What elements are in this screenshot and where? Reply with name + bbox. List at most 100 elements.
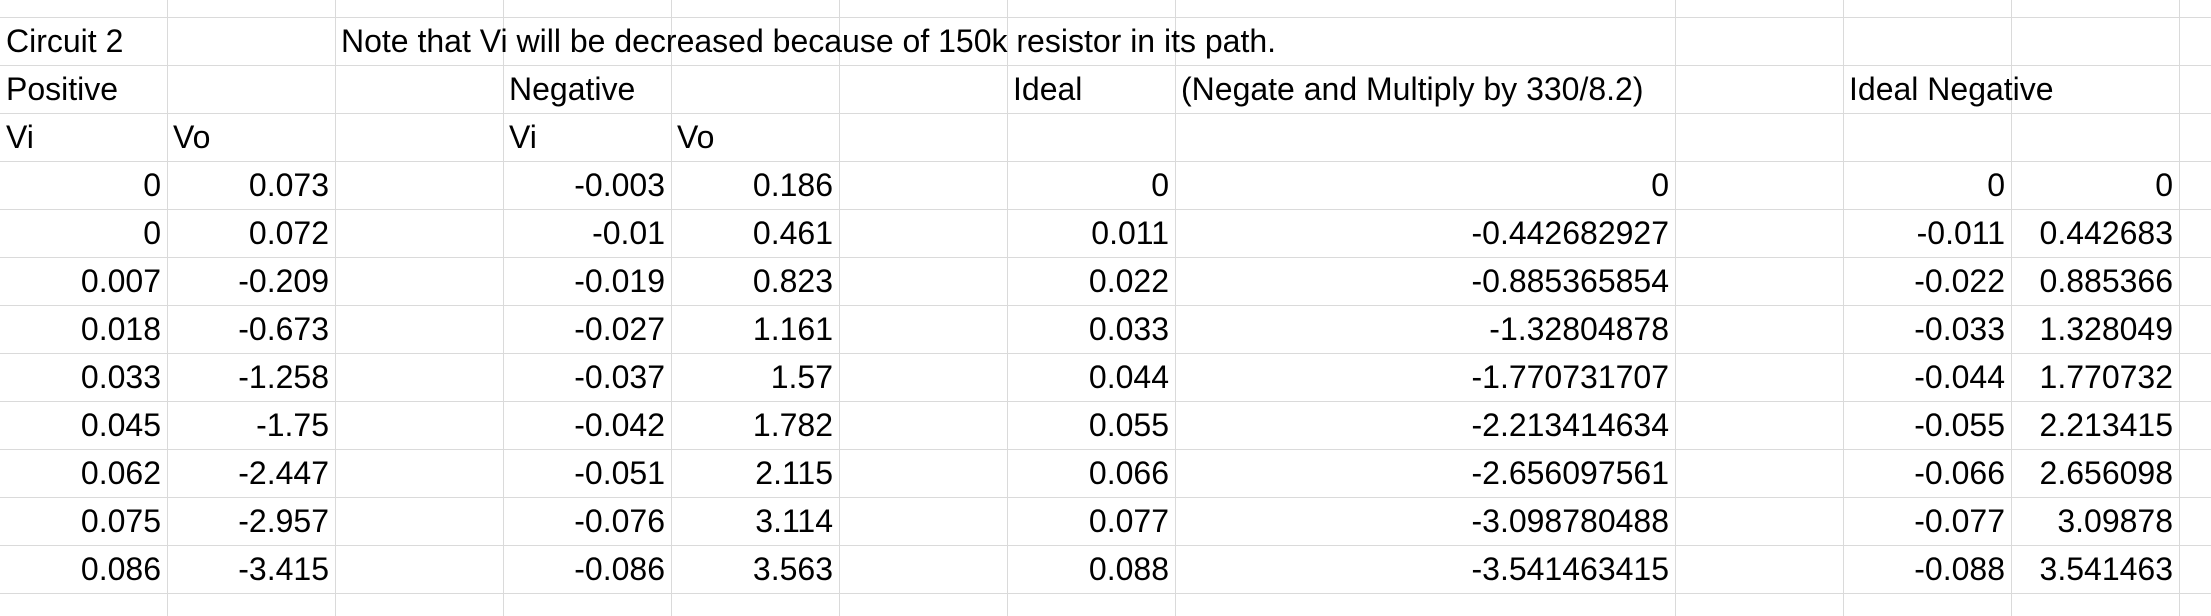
cell-neg-vi[interactable]: -0.042 <box>574 407 665 443</box>
cell-ideal-vi[interactable]: 0.022 <box>1088 263 1169 299</box>
cell-neg-vo[interactable]: 0.186 <box>752 167 833 203</box>
cell-idneg-vo[interactable]: 3.09878 <box>2057 503 2173 539</box>
cell-pos-vo[interactable]: -3.415 <box>238 551 329 587</box>
cell-neg-vi[interactable]: -0.076 <box>574 503 665 539</box>
cell-ideal-vi[interactable]: 0.055 <box>1088 407 1169 443</box>
cell-neg-vo[interactable]: 1.57 <box>770 359 833 395</box>
cell-pos-vo[interactable]: -0.209 <box>238 263 329 299</box>
cell-ideal-vo[interactable]: -0.442682927 <box>1471 215 1669 251</box>
cell-ideal-vi[interactable]: 0.077 <box>1088 503 1169 539</box>
cell-neg-vi[interactable]: -0.027 <box>574 311 665 347</box>
cell-pos-vo[interactable]: -2.957 <box>238 503 329 539</box>
cell-pos-vo[interactable]: 0.073 <box>248 167 329 203</box>
cell-idneg-vi[interactable]: -0.033 <box>1914 311 2005 347</box>
cell-pos-vo[interactable]: -2.447 <box>238 455 329 491</box>
grid-row-line <box>0 449 2211 450</box>
header-positive[interactable]: Positive <box>6 71 119 107</box>
header-pos-vi[interactable]: Vi <box>6 119 34 155</box>
cell-idneg-vi[interactable]: -0.055 <box>1914 407 2005 443</box>
cell-idneg-vo[interactable]: 0.442683 <box>2039 215 2173 251</box>
header-negative[interactable]: Negative <box>509 71 636 107</box>
cell-neg-vo[interactable]: 0.461 <box>752 215 833 251</box>
grid-row-line <box>0 353 2211 354</box>
cell-pos-vi[interactable]: 0 <box>143 167 161 203</box>
cell-ideal-vi[interactable]: 0.066 <box>1088 455 1169 491</box>
cell-pos-vi[interactable]: 0.062 <box>80 455 161 491</box>
cell-idneg-vi[interactable]: -0.022 <box>1914 263 2005 299</box>
cell-pos-vo[interactable]: 0.072 <box>248 215 329 251</box>
cell-idneg-vi[interactable]: -0.011 <box>1916 215 2005 251</box>
cell-idneg-vo[interactable]: 1.770732 <box>2039 359 2173 395</box>
cell-neg-vi[interactable]: -0.003 <box>574 167 665 203</box>
cell-pos-vi[interactable]: 0.086 <box>80 551 161 587</box>
cell-neg-vo[interactable]: 3.563 <box>752 551 833 587</box>
cell-neg-vi[interactable]: -0.086 <box>574 551 665 587</box>
grid-row-line <box>0 545 2211 546</box>
cell-ideal-vi[interactable]: 0.088 <box>1088 551 1169 587</box>
cell-ideal-vi[interactable]: 0.011 <box>1091 215 1169 251</box>
grid-col-line <box>1675 0 1676 616</box>
cell-idneg-vi[interactable]: -0.077 <box>1914 503 2005 539</box>
cell-idneg-vo[interactable]: 3.541463 <box>2039 551 2173 587</box>
header-neg-vo[interactable]: Vo <box>677 119 715 155</box>
cell-pos-vi[interactable]: 0 <box>143 215 161 251</box>
grid-row-line <box>0 593 2211 594</box>
cell-idneg-vo[interactable]: 2.656098 <box>2039 455 2173 491</box>
header-pos-vo[interactable]: Vo <box>173 119 211 155</box>
cell-pos-vo[interactable]: -1.258 <box>238 359 329 395</box>
grid-col-line <box>335 0 336 616</box>
sheet-note[interactable]: Note that Vi will be decreased because o… <box>341 23 1277 59</box>
header-ideal[interactable]: Ideal <box>1013 71 1083 107</box>
cell-neg-vo[interactable]: 0.823 <box>752 263 833 299</box>
cell-neg-vo[interactable]: 2.115 <box>755 455 833 491</box>
cell-idneg-vi[interactable]: -0.044 <box>1914 359 2005 395</box>
cell-pos-vo[interactable]: -1.75 <box>256 407 329 443</box>
grid-row-line <box>0 209 2211 210</box>
cell-idneg-vo[interactable]: 2.213415 <box>2039 407 2173 443</box>
cell-pos-vo[interactable]: -0.673 <box>238 311 329 347</box>
grid-col-line <box>2179 0 2180 616</box>
grid-row-line <box>0 17 2211 18</box>
grid-row-line <box>0 257 2211 258</box>
cell-ideal-vi[interactable]: 0 <box>1151 167 1169 203</box>
cell-ideal-vi[interactable]: 0.033 <box>1088 311 1169 347</box>
header-ideal-note[interactable]: (Negate and Multiply by 330/8.2) <box>1181 71 1644 107</box>
cell-pos-vi[interactable]: 0.018 <box>80 311 161 347</box>
cell-neg-vi[interactable]: -0.01 <box>592 215 665 251</box>
cell-ideal-vo[interactable]: -3.098780488 <box>1471 503 1669 539</box>
grid-col-line <box>1007 0 1008 616</box>
grid-row-line <box>0 497 2211 498</box>
cell-neg-vi[interactable]: -0.019 <box>574 263 665 299</box>
cell-pos-vi[interactable]: 0.033 <box>80 359 161 395</box>
grid-row-line <box>0 65 2211 66</box>
cell-pos-vi[interactable]: 0.007 <box>80 263 161 299</box>
cell-idneg-vo[interactable]: 0 <box>2155 167 2173 203</box>
cell-neg-vi[interactable]: -0.037 <box>574 359 665 395</box>
cell-ideal-vo[interactable]: -0.885365854 <box>1471 263 1669 299</box>
cell-pos-vi[interactable]: 0.075 <box>80 503 161 539</box>
cell-ideal-vo[interactable]: -3.541463415 <box>1471 551 1669 587</box>
cell-neg-vo[interactable]: 1.782 <box>752 407 833 443</box>
header-ideal-negative[interactable]: Ideal Negative <box>1849 71 2054 107</box>
cell-neg-vo[interactable]: 1.161 <box>752 311 833 347</box>
cell-neg-vi[interactable]: -0.051 <box>574 455 665 491</box>
grid-col-line <box>2011 0 2012 616</box>
cell-idneg-vo[interactable]: 1.328049 <box>2039 311 2173 347</box>
header-neg-vi[interactable]: Vi <box>509 119 537 155</box>
cell-ideal-vo[interactable]: -2.213414634 <box>1471 407 1669 443</box>
cell-idneg-vi[interactable]: 0 <box>1987 167 2005 203</box>
grid-col-line <box>1843 0 1844 616</box>
cell-idneg-vi[interactable]: -0.088 <box>1914 551 2005 587</box>
grid-row-line <box>0 305 2211 306</box>
cell-ideal-vo[interactable]: 0 <box>1651 167 1669 203</box>
cell-neg-vo[interactable]: 3.114 <box>755 503 833 539</box>
cell-pos-vi[interactable]: 0.045 <box>80 407 161 443</box>
cell-idneg-vi[interactable]: -0.066 <box>1914 455 2005 491</box>
cell-ideal-vi[interactable]: 0.044 <box>1088 359 1169 395</box>
cell-ideal-vo[interactable]: -1.770731707 <box>1471 359 1669 395</box>
cell-ideal-vo[interactable]: -1.32804878 <box>1489 311 1669 347</box>
sheet-title[interactable]: Circuit 2 <box>6 23 124 59</box>
cell-idneg-vo[interactable]: 0.885366 <box>2039 263 2173 299</box>
cell-ideal-vo[interactable]: -2.656097561 <box>1471 455 1669 491</box>
